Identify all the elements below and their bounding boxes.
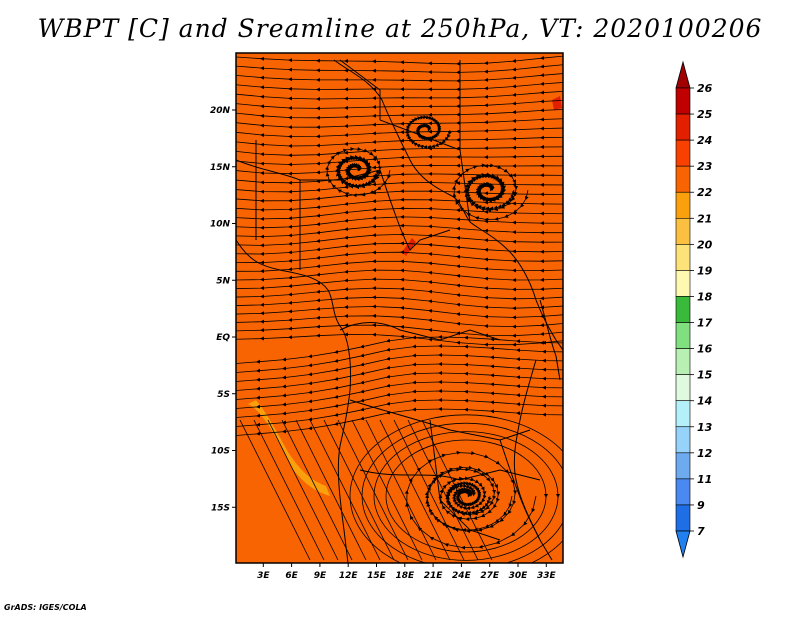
colorbar-segment [675, 296, 691, 323]
lat-tick-label: 15S [211, 503, 230, 513]
streamline [236, 99, 563, 111]
lat-tick-label: 10S [211, 447, 230, 457]
colorbar-segment [675, 87, 691, 115]
colorbar-label: 21 [697, 212, 712, 225]
colorbar-segment [675, 322, 691, 349]
colorbar-segment [675, 504, 691, 532]
streamline [385, 439, 548, 553]
colorbar-label: 16 [697, 343, 713, 356]
colorbar-label: 23 [697, 160, 713, 173]
streamline [236, 81, 563, 92]
lat-tick-label: 20N [210, 106, 231, 116]
colorbar-segment [675, 400, 691, 428]
plot-frame [235, 52, 564, 564]
streamline [349, 414, 563, 563]
colorbar-segment [675, 374, 691, 402]
lat-tick-label: 5S [217, 390, 230, 400]
colorbar-label: 14 [697, 395, 712, 408]
streamline [309, 419, 381, 561]
streamline [236, 90, 563, 102]
streamline [465, 174, 516, 211]
colorbar-label: 15 [697, 369, 713, 382]
streamline [239, 419, 311, 561]
streamline [236, 64, 563, 75]
colorbar-segment [675, 348, 691, 375]
streamline [295, 419, 367, 561]
colorbar-segment [675, 217, 691, 245]
streamline [373, 431, 560, 561]
streamline [281, 419, 353, 561]
streamline [405, 115, 452, 150]
lon-tick-label: 12E [339, 571, 359, 581]
lat-tick-label: 10N [210, 220, 231, 230]
colorbar-label: 18 [697, 290, 713, 303]
colorbar-segment [675, 452, 691, 480]
colorbar-label: 11 [697, 473, 712, 486]
colorbar-segment [675, 478, 691, 506]
streamline [236, 55, 563, 66]
lon-tick-label: 18E [395, 571, 415, 581]
colorbar-label: 24 [697, 134, 712, 147]
longitude-axis: 3E 6E 9E 12E 15E 18E 21E 24E 27E 30E 33E [257, 563, 556, 581]
lat-tick-label: EQ [216, 333, 230, 343]
colorbar-segment [675, 165, 691, 193]
streamline [337, 419, 409, 561]
colorbar-segment [675, 270, 691, 297]
lon-tick-label: 3E [257, 571, 270, 581]
streamline [361, 422, 563, 563]
colorbar-label: 19 [697, 264, 713, 277]
lon-tick-label: 6E [285, 571, 298, 581]
map-title: WBPT [C] and Sreamline at 250hPa, VT: 20… [37, 14, 763, 43]
colorbar-label: 7 [697, 525, 705, 538]
colorbar-label: 13 [697, 421, 713, 434]
colorbar-segment [675, 244, 691, 271]
streamline [336, 156, 380, 188]
lon-tick-label: 21E [424, 571, 444, 581]
credit-text: GrADS: IGES/COLA [4, 603, 87, 612]
colorbar-label: 17 [697, 317, 713, 330]
latitude-axis: 20N 15N 10N 5N EQ 5S 10S 15S [210, 106, 236, 513]
streamline [253, 419, 325, 561]
colorbar-top-arrow [675, 60, 691, 89]
colorbar: 26 25 24 23 22 21 20 19 18 17 16 15 14 13 12 11 9 7 [675, 60, 713, 559]
colorbar-label: 25 [697, 108, 713, 121]
streamline [267, 419, 339, 561]
coastline-borders [236, 59, 563, 563]
lon-tick-label: 33E [537, 571, 557, 581]
lon-tick-label: 9E [314, 571, 327, 581]
wbpt-patch-23 [552, 96, 562, 110]
lat-tick-label: 5N [216, 276, 230, 286]
lon-tick-label: 24E [452, 571, 472, 581]
streamline [445, 481, 492, 516]
colorbar-label: 12 [697, 447, 713, 460]
colorbar-bottom-arrow [675, 530, 691, 559]
colorbar-label: 22 [697, 186, 713, 199]
lat-tick-label: 15N [210, 163, 231, 173]
colorbar-segment [675, 191, 691, 219]
streamline [236, 73, 563, 83]
colorbar-label: 9 [697, 499, 705, 512]
colorbar-segment [675, 113, 691, 141]
colorbar-label: 20 [697, 238, 713, 251]
lon-tick-label: 30E [509, 571, 529, 581]
colorbar-label: 26 [697, 82, 713, 95]
colorbar-segment [675, 139, 691, 167]
lon-tick-label: 27E [480, 571, 500, 581]
streamlines [236, 55, 563, 563]
colorbar-segment [675, 426, 691, 454]
streamline [236, 407, 563, 436]
lon-tick-label: 15E [367, 571, 387, 581]
